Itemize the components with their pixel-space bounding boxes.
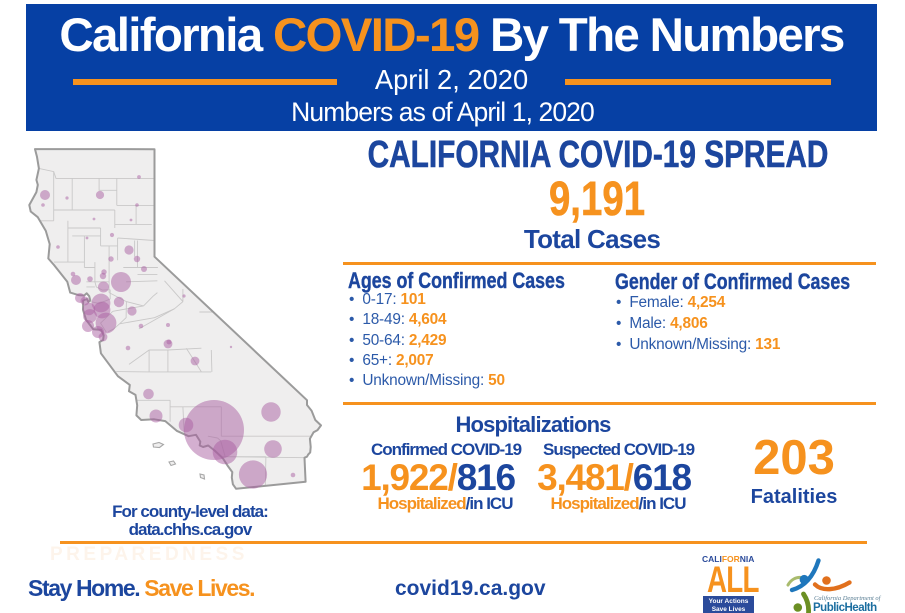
svg-text:California Department of: California Department of <box>814 595 882 602</box>
svg-text:PublicHealth: PublicHealth <box>813 602 877 613</box>
